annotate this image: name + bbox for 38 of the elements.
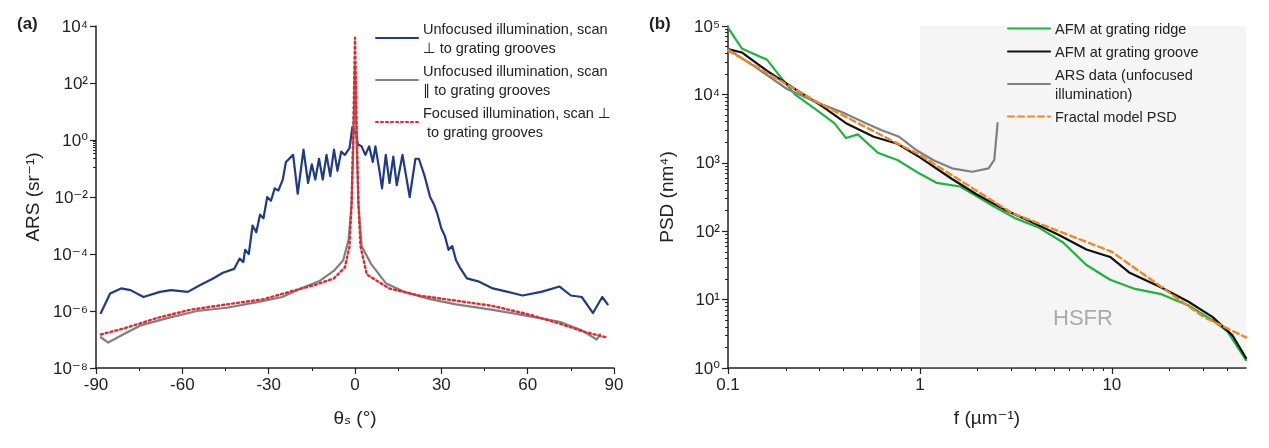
legend-label: Fractal model PSD bbox=[1055, 108, 1177, 125]
y-tick-label: 10⁰ bbox=[62, 130, 89, 150]
chart-title: (b) bbox=[649, 14, 671, 33]
x-tick-label: 1 bbox=[915, 375, 925, 394]
y-tick-label: 10⁻⁸ bbox=[52, 358, 88, 378]
legend-label: ARS data (unfocused illumination) bbox=[1055, 66, 1197, 102]
legend-label: Focused illumination, scan ⊥ to grating grooves bbox=[423, 104, 611, 140]
chart-title: (a) bbox=[17, 14, 38, 33]
x-tick-label: 30 bbox=[431, 375, 451, 394]
x-tick-label: 0 bbox=[350, 375, 360, 394]
legend-label: Unfocused illumination, scan ∥ to grating grooves bbox=[423, 62, 612, 99]
y-tick-label: 10⁴ bbox=[61, 16, 88, 36]
legend-label: AFM at grating ridge bbox=[1055, 20, 1187, 37]
x-tick-label: -90 bbox=[83, 375, 109, 394]
y-axis-title: ARS (sr⁻¹) bbox=[21, 152, 43, 242]
y-tick-label: 10⁰ bbox=[694, 358, 721, 378]
y-tick-label: 10³ bbox=[695, 153, 721, 173]
legend-label: Unfocused illumination, scan ⊥ to grating grooves bbox=[423, 20, 612, 56]
x-tick-label: -30 bbox=[256, 375, 281, 394]
y-tick-label: 10⁻⁶ bbox=[53, 301, 88, 321]
x-tick-label: 0.1 bbox=[716, 375, 740, 394]
line-series bbox=[99, 125, 609, 315]
y-tick-label: 10⁵ bbox=[694, 16, 720, 36]
legend-label: AFM at grating groove bbox=[1055, 43, 1199, 60]
x-axis-title: θₛ (°) bbox=[333, 407, 377, 428]
y-tick-label: 10² bbox=[695, 221, 721, 241]
y-tick-label: 10² bbox=[63, 73, 89, 93]
y-tick-label: 10⁻⁴ bbox=[52, 244, 88, 264]
x-axis-title: f (µm⁻¹) bbox=[953, 407, 1021, 428]
y-axis-title: PSD (nm⁴) bbox=[656, 151, 677, 243]
x-tick-label: -60 bbox=[170, 375, 195, 394]
y-tick-label: 10⁻² bbox=[54, 187, 89, 207]
x-tick-label: 60 bbox=[518, 375, 538, 394]
x-tick-label: 90 bbox=[604, 375, 624, 394]
band-label: HSFR bbox=[1053, 304, 1113, 330]
y-tick-label: 10¹ bbox=[695, 290, 721, 310]
x-tick-label: 10 bbox=[1102, 375, 1122, 394]
y-tick-label: 10⁴ bbox=[693, 84, 720, 104]
